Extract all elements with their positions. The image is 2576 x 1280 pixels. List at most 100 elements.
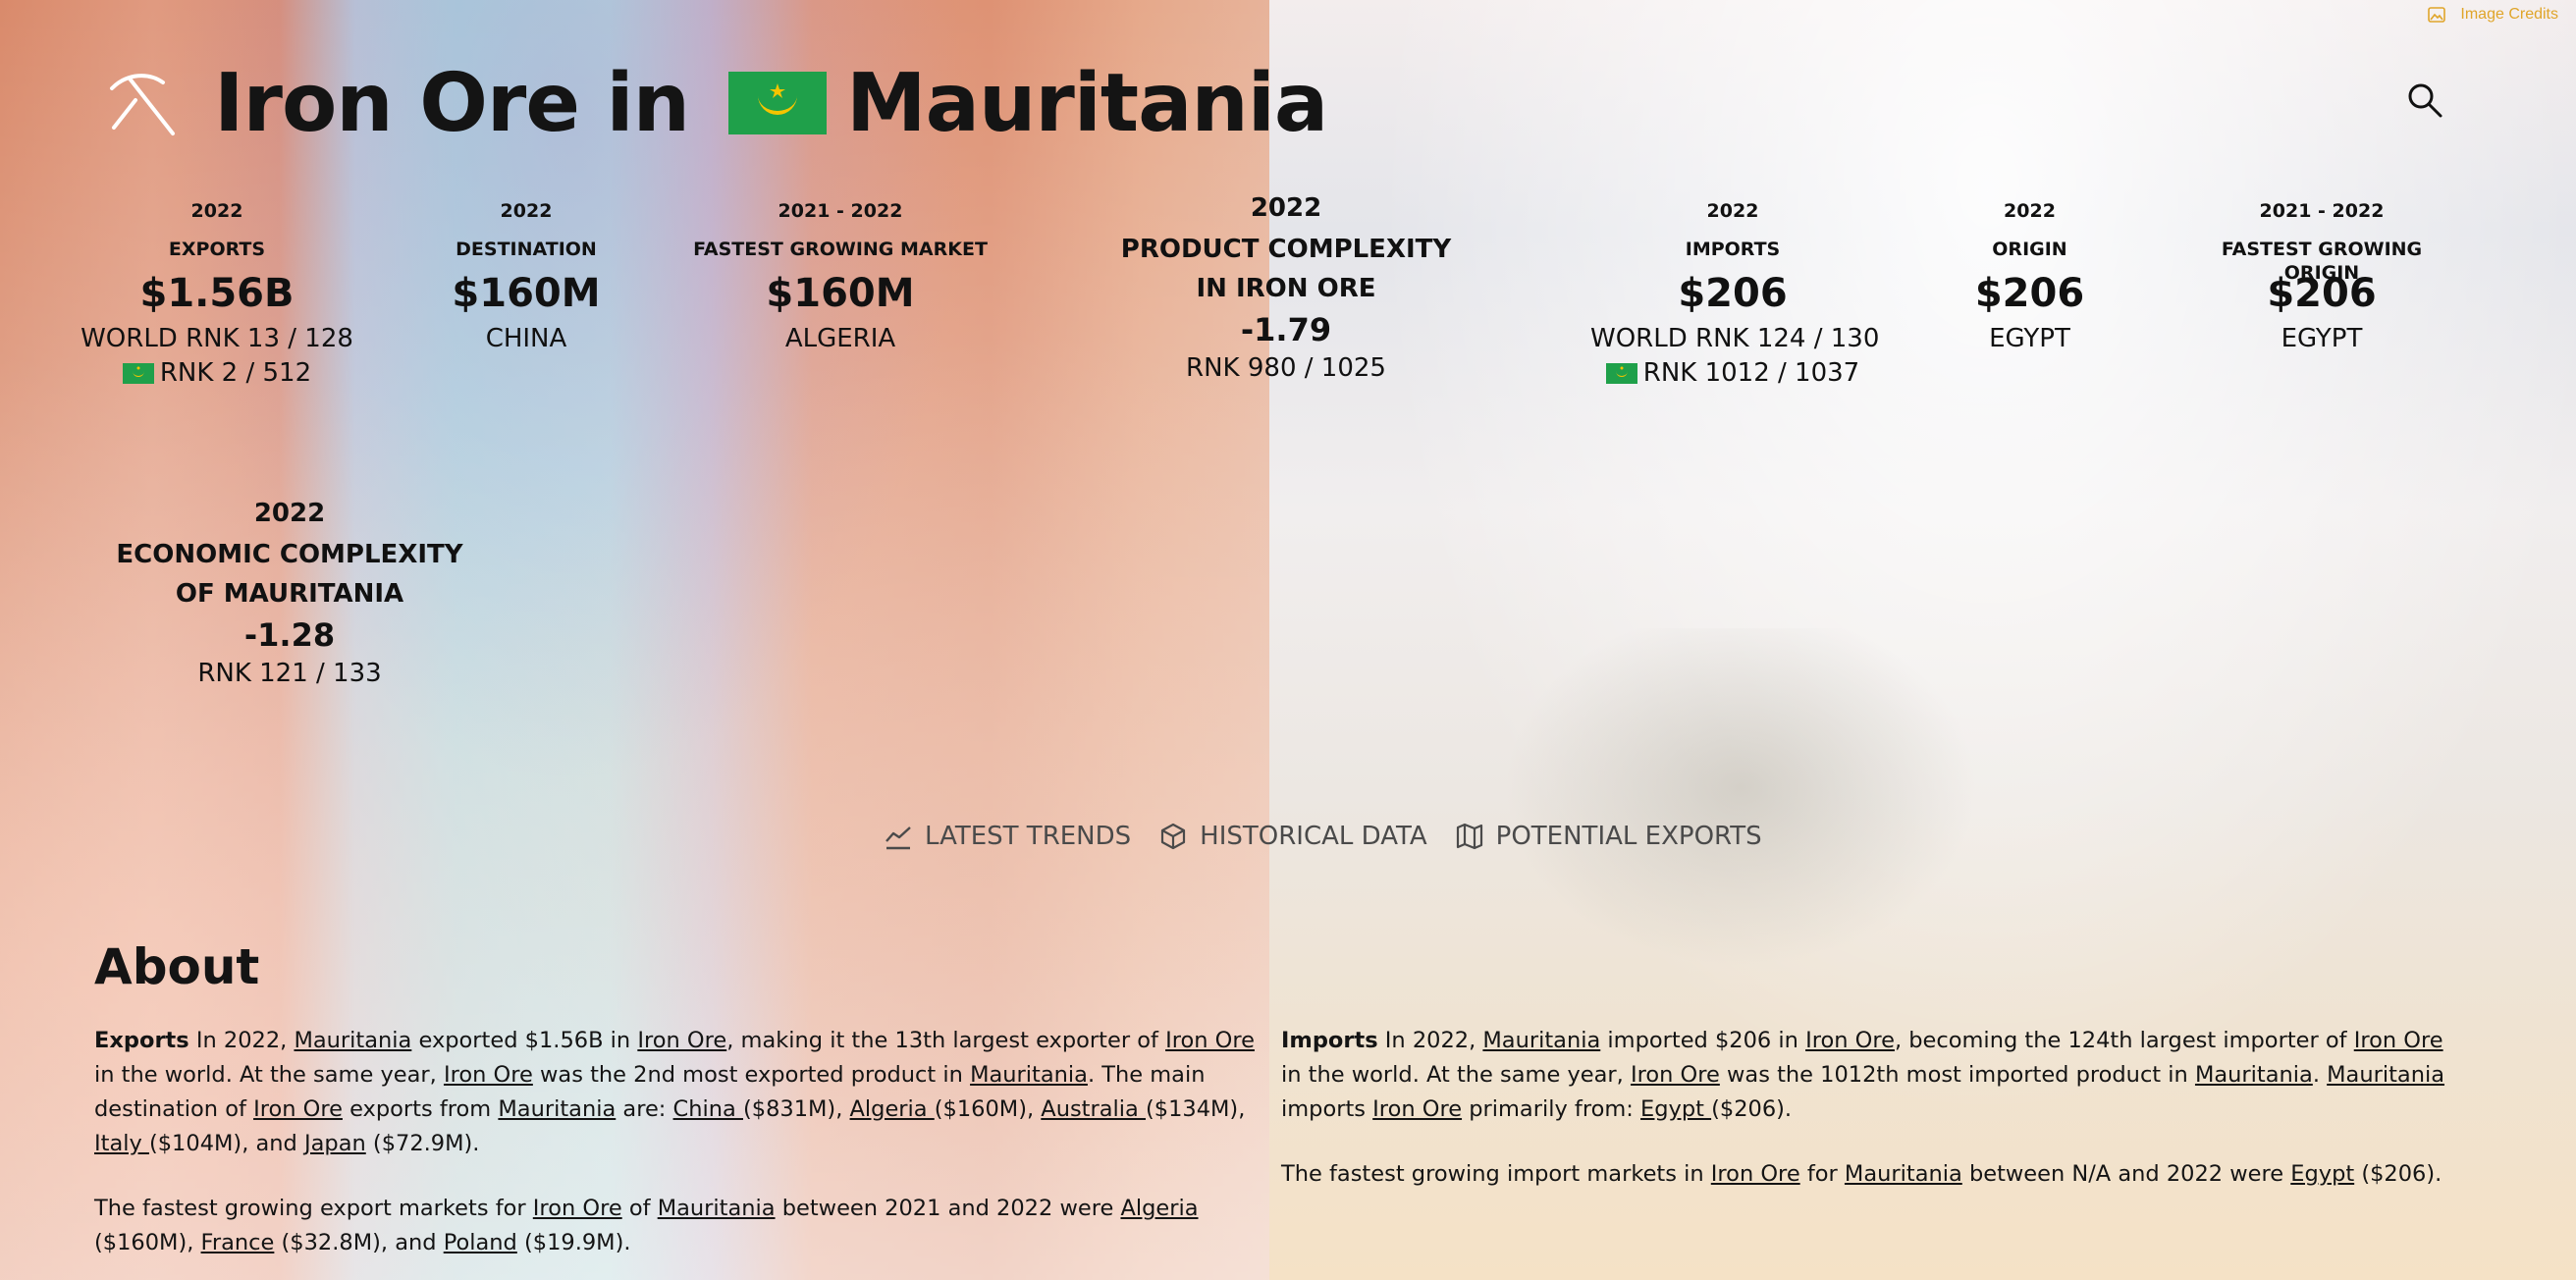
destination-country-link[interactable]: Algeria xyxy=(849,1096,935,1122)
text: was the 1012th most imported product in xyxy=(1719,1062,2195,1088)
eci-rank: RNK 121 / 133 xyxy=(197,659,382,688)
origin-country-link[interactable]: Egypt xyxy=(1640,1096,1712,1122)
text: for xyxy=(1799,1161,1845,1187)
country-link[interactable]: Mauritania xyxy=(2327,1062,2445,1088)
fastest-market-year: 2021 - 2022 xyxy=(778,200,903,222)
tab-historical-data[interactable]: HISTORICAL DATA xyxy=(1158,822,1427,851)
eci-label: ECONOMIC COMPLEXITY OF MAURITANIA xyxy=(116,540,463,609)
text: ($32.8M), and xyxy=(274,1230,444,1255)
cube-icon xyxy=(1161,823,1186,850)
text: between 2021 and 2022 were xyxy=(775,1196,1121,1221)
country-link[interactable]: Mauritania xyxy=(970,1062,1088,1088)
text: In 2022, xyxy=(1377,1028,1483,1053)
exports-growth-paragraph: The fastest growing export markets for I… xyxy=(94,1192,1262,1260)
imports-growth-paragraph: The fastest growing import markets in Ir… xyxy=(1281,1157,2449,1192)
eci-value: -1.28 xyxy=(243,616,336,654)
about-heading: About xyxy=(94,938,260,995)
country-link[interactable]: Mauritania xyxy=(498,1096,617,1122)
country-link[interactable]: Mauritania xyxy=(1844,1161,1962,1187)
page-header: Iron Ore in Mauritania xyxy=(106,49,1328,157)
text: was the 2nd most exported product in xyxy=(532,1062,971,1088)
text: are: xyxy=(616,1096,673,1122)
country-link[interactable]: Mauritania xyxy=(1482,1028,1601,1053)
destination-country-link[interactable]: China xyxy=(672,1096,743,1122)
pci-rank: RNK 980 / 1025 xyxy=(1186,353,1386,383)
pci-label: PRODUCT COMPLEXITY IN IRON ORE xyxy=(1120,235,1452,303)
country-link[interactable]: Mauritania xyxy=(294,1028,412,1053)
tab-potential-exports-label: POTENTIAL EXPORTS xyxy=(1495,822,1762,851)
product-link[interactable]: Iron Ore xyxy=(443,1062,533,1088)
country-link[interactable]: Mauritania xyxy=(657,1196,776,1221)
exports-year: 2022 xyxy=(190,200,243,222)
origin-year: 2022 xyxy=(2004,200,2056,222)
product-link[interactable]: Iron Ore xyxy=(637,1028,727,1053)
text: between N/A and 2022 were xyxy=(1961,1161,2291,1187)
background-left xyxy=(0,0,1269,1280)
text: in the world. At the same year, xyxy=(1281,1062,1631,1088)
product-link[interactable]: Iron Ore xyxy=(1165,1028,1255,1053)
tab-latest-trends[interactable]: LATEST TRENDS xyxy=(884,822,1131,851)
origin-link[interactable]: EGYPT xyxy=(1989,324,2070,353)
text: . The main destination of xyxy=(94,1062,1206,1122)
product-link[interactable]: Iron Ore xyxy=(1630,1062,1720,1088)
exports-country-rank: RNK 2 / 512 xyxy=(79,355,355,391)
mauritania-flag-icon xyxy=(122,362,154,384)
text: ($72.9M). xyxy=(365,1131,480,1156)
fastest-market-label: FASTEST GROWING MARKET xyxy=(693,239,988,260)
country-link[interactable]: Mauritania xyxy=(2194,1062,2313,1088)
destination-link[interactable]: CHINA xyxy=(485,324,567,353)
text: imports xyxy=(1281,1096,1373,1122)
text: primarily from: xyxy=(1462,1096,1641,1122)
text: in the world. At the same year, xyxy=(94,1062,444,1088)
text: ($104M), and xyxy=(148,1131,304,1156)
fastest-origin-year: 2021 - 2022 xyxy=(2259,200,2385,222)
map-icon xyxy=(1456,823,1482,850)
fastest-market-link[interactable]: ALGERIA xyxy=(784,324,896,353)
title-country-link[interactable]: Mauritania xyxy=(846,56,1328,150)
product-link[interactable]: Iron Ore xyxy=(2353,1028,2443,1053)
image-credits-label: Image Credits xyxy=(2460,6,2558,23)
product-link[interactable]: Iron Ore xyxy=(1805,1028,1895,1053)
text: exports from xyxy=(342,1096,499,1122)
text: . xyxy=(2312,1062,2328,1088)
destination-country-link[interactable]: Italy xyxy=(94,1131,149,1156)
product-link[interactable]: Iron Ore xyxy=(1372,1096,1463,1122)
text: ($206). xyxy=(1711,1096,1793,1122)
text: ($831M), xyxy=(742,1096,850,1122)
image-icon xyxy=(2428,7,2446,23)
product-link[interactable]: Iron Ore xyxy=(253,1096,343,1122)
imports-year: 2022 xyxy=(1706,200,1759,222)
origin-country-link[interactable]: Egypt xyxy=(2290,1161,2355,1187)
fastest-origin-stat: 2021 - 2022 FASTEST GROWING ORIGIN $206 … xyxy=(2185,199,2458,355)
market-country-link[interactable]: Algeria xyxy=(1120,1196,1199,1221)
image-credits-link[interactable]: Image Credits xyxy=(2427,5,2558,25)
tab-historical-data-label: HISTORICAL DATA xyxy=(1200,822,1427,851)
text: of xyxy=(621,1196,658,1221)
text: imported $206 in xyxy=(1600,1028,1806,1053)
text: The fastest growing import markets in xyxy=(1281,1161,1711,1187)
destination-country-link[interactable]: Japan xyxy=(304,1131,366,1156)
imports-stat: 2022 IMPORTS $206 WORLD RNK 124 / 130 RN… xyxy=(1590,199,1880,391)
search-icon[interactable] xyxy=(2405,80,2444,120)
title-prefix: Iron Ore in xyxy=(214,56,690,150)
imports-value: $206 xyxy=(1678,271,1788,316)
product-link[interactable]: Iron Ore xyxy=(532,1196,622,1221)
product-link[interactable]: Iron Ore xyxy=(1710,1161,1800,1187)
exports-world-rank: WORLD RNK 13 / 128 xyxy=(80,324,353,353)
imports-world-rank: WORLD RNK 124 / 130 xyxy=(1590,324,1880,353)
mauritania-flag-icon xyxy=(1605,362,1637,384)
destination-year: 2022 xyxy=(500,200,553,222)
exports-paragraph: Exports In 2022, Mauritania exported $1.… xyxy=(94,1024,1262,1161)
destination-country-link[interactable]: Australia xyxy=(1041,1096,1146,1122)
market-country-link[interactable]: France xyxy=(200,1230,275,1255)
tab-potential-exports[interactable]: POTENTIAL EXPORTS xyxy=(1455,822,1762,851)
product-complexity-stat: 2022 PRODUCT COMPLEXITY IN IRON ORE -1.7… xyxy=(1114,192,1458,385)
fastest-origin-value: $206 xyxy=(2267,271,2377,316)
imports-country-rank-text: RNK 1012 / 1037 xyxy=(1642,358,1860,388)
destination-stat: 2022 DESTINATION $160M CHINA xyxy=(438,199,615,355)
pci-value: -1.79 xyxy=(1240,311,1332,348)
market-country-link[interactable]: Poland xyxy=(443,1230,517,1255)
fastest-origin-label: FASTEST GROWING ORIGIN xyxy=(2221,239,2423,284)
destination-value: $160M xyxy=(452,271,601,316)
fastest-origin-link[interactable]: EGYPT xyxy=(2281,324,2363,353)
